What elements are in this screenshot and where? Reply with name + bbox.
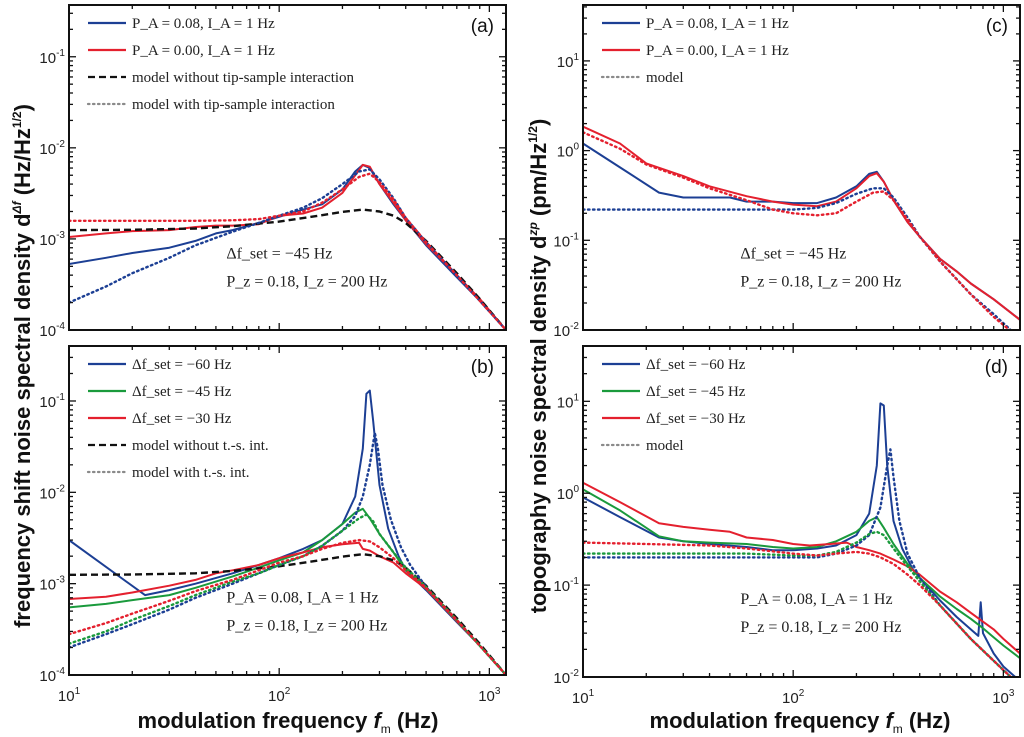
legend-label: model without tip-sample interaction bbox=[132, 70, 355, 86]
legend-label: Δf_set = −45 Hz bbox=[646, 384, 746, 400]
legend-label: P_A = 0.00, I_A = 1 Hz bbox=[646, 43, 789, 59]
annotation: Δf_set = −45 Hz bbox=[226, 246, 332, 263]
series-line-d-1 bbox=[583, 488, 1020, 659]
y-tick-label: 10-2 bbox=[553, 321, 579, 340]
series-line-b-4 bbox=[69, 431, 506, 675]
legend: Δf_set = −60 Hz Δf_set = −45 Hz Δf_set = −… bbox=[600, 357, 746, 454]
series-line-d-3 bbox=[583, 448, 1013, 677]
x-tick-label: 102 bbox=[782, 688, 805, 707]
series-group bbox=[69, 163, 506, 330]
annotation: P_z = 0.18, I_z = 200 Hz bbox=[740, 274, 901, 291]
y-tick-label: 10-2 bbox=[553, 668, 579, 687]
y-tick-label: 101 bbox=[557, 392, 580, 411]
series-line-c-0 bbox=[583, 142, 1020, 321]
y-axis-title-right: topography noise spectral density dzp (p… bbox=[526, 119, 551, 614]
annotation: P_z = 0.18, I_z = 200 Hz bbox=[226, 274, 387, 291]
y-tick-label: 10-4 bbox=[39, 321, 65, 340]
panel-a: 10-1 10-2 10-3 10-4 (a) P_A = 0.08, I_A = 1 H… bbox=[39, 4, 507, 340]
legend-label: P_A = 0.00, I_A = 1 Hz bbox=[132, 43, 275, 59]
y-tick-label: 10-1 bbox=[553, 231, 579, 250]
series-line-c-2 bbox=[583, 187, 1013, 330]
legend-label: model with tip-sample interaction bbox=[132, 97, 335, 113]
y-tick-label: 10-1 bbox=[39, 392, 65, 411]
legend-label: model bbox=[646, 70, 684, 86]
panel-label: (a) bbox=[471, 16, 494, 37]
annotation: P_z = 0.18, I_z = 200 Hz bbox=[740, 619, 901, 636]
legend: P_A = 0.08, I_A = 1 Hz P_A = 0.00, I_A = … bbox=[86, 16, 355, 113]
legend-label: Δf_set = −60 Hz bbox=[132, 357, 232, 373]
y-tick-label: 101 bbox=[557, 52, 580, 71]
plot-frame bbox=[582, 4, 1021, 331]
plot-frame bbox=[582, 345, 1021, 678]
y-tick-label: 10-1 bbox=[553, 576, 579, 595]
x-tick-label: 102 bbox=[268, 686, 291, 705]
legend-label: Δf_set = −60 Hz bbox=[646, 357, 746, 373]
y-tick-label: 100 bbox=[557, 142, 580, 161]
legend-label: Δf_set = −30 Hz bbox=[132, 411, 232, 427]
legend-label: model with t.-s. int. bbox=[132, 465, 250, 481]
annotation: P_A = 0.08, I_A = 1 Hz bbox=[740, 591, 892, 608]
series-line-b-3 bbox=[69, 553, 506, 675]
legend-label: Δf_set = −30 Hz bbox=[646, 411, 746, 427]
series-line-d-5 bbox=[583, 541, 1013, 677]
series-line-a-4 bbox=[69, 172, 506, 330]
y-tick-label: 10-3 bbox=[39, 230, 65, 249]
y-tick-label: 10-1 bbox=[39, 48, 65, 67]
series-line-a-2 bbox=[69, 208, 506, 330]
y-axis-title-left: frequency shift noise spectral density d… bbox=[10, 104, 35, 628]
y-tick-label: 10-2 bbox=[39, 139, 65, 158]
panel-label: (b) bbox=[471, 357, 494, 378]
y-tick-label: 10-2 bbox=[39, 483, 65, 502]
series-group bbox=[583, 402, 1020, 677]
series-line-d-2 bbox=[583, 481, 1020, 655]
y-tick-label: 100 bbox=[557, 484, 580, 503]
x-tick-label: 103 bbox=[992, 688, 1015, 707]
legend-label: model bbox=[646, 438, 684, 454]
series-line-d-4 bbox=[583, 530, 1013, 677]
x-tick-label: 103 bbox=[478, 686, 501, 705]
legend-label: P_A = 0.08, I_A = 1 Hz bbox=[646, 16, 789, 32]
x-axis-title-right: modulation frequency fm (Hz) bbox=[650, 708, 951, 736]
legend-label: model without t.-s. int. bbox=[132, 438, 269, 454]
panel-label: (d) bbox=[985, 357, 1008, 378]
series-group bbox=[69, 389, 506, 675]
series-line-c-3 bbox=[583, 131, 1012, 330]
panel-label: (c) bbox=[986, 16, 1008, 37]
annotation: P_z = 0.18, I_z = 200 Hz bbox=[226, 618, 387, 635]
y-tick-label: 10-4 bbox=[39, 666, 65, 685]
legend-label: P_A = 0.08, I_A = 1 Hz bbox=[132, 16, 275, 32]
legend: Δf_set = −60 Hz Δf_set = −45 Hz Δf_set = −… bbox=[86, 357, 269, 481]
legend: P_A = 0.08, I_A = 1 Hz P_A = 0.00, I_A = … bbox=[600, 16, 789, 86]
x-tick-label: 101 bbox=[58, 686, 81, 705]
series-line-b-2 bbox=[69, 541, 506, 675]
series-line-b-6 bbox=[69, 538, 506, 675]
annotation: Δf_set = −45 Hz bbox=[740, 246, 846, 263]
y-tick-label: 10-3 bbox=[39, 575, 65, 594]
series-line-b-5 bbox=[69, 513, 506, 675]
x-axis-title-left: modulation frequency fm (Hz) bbox=[138, 708, 439, 736]
x-tick-label: 101 bbox=[572, 688, 595, 707]
plot-frame bbox=[68, 345, 507, 676]
series-line-c-1 bbox=[583, 125, 1020, 321]
annotation: P_A = 0.08, I_A = 1 Hz bbox=[226, 590, 378, 607]
legend-label: Δf_set = −45 Hz bbox=[132, 384, 232, 400]
series-group bbox=[583, 125, 1020, 330]
